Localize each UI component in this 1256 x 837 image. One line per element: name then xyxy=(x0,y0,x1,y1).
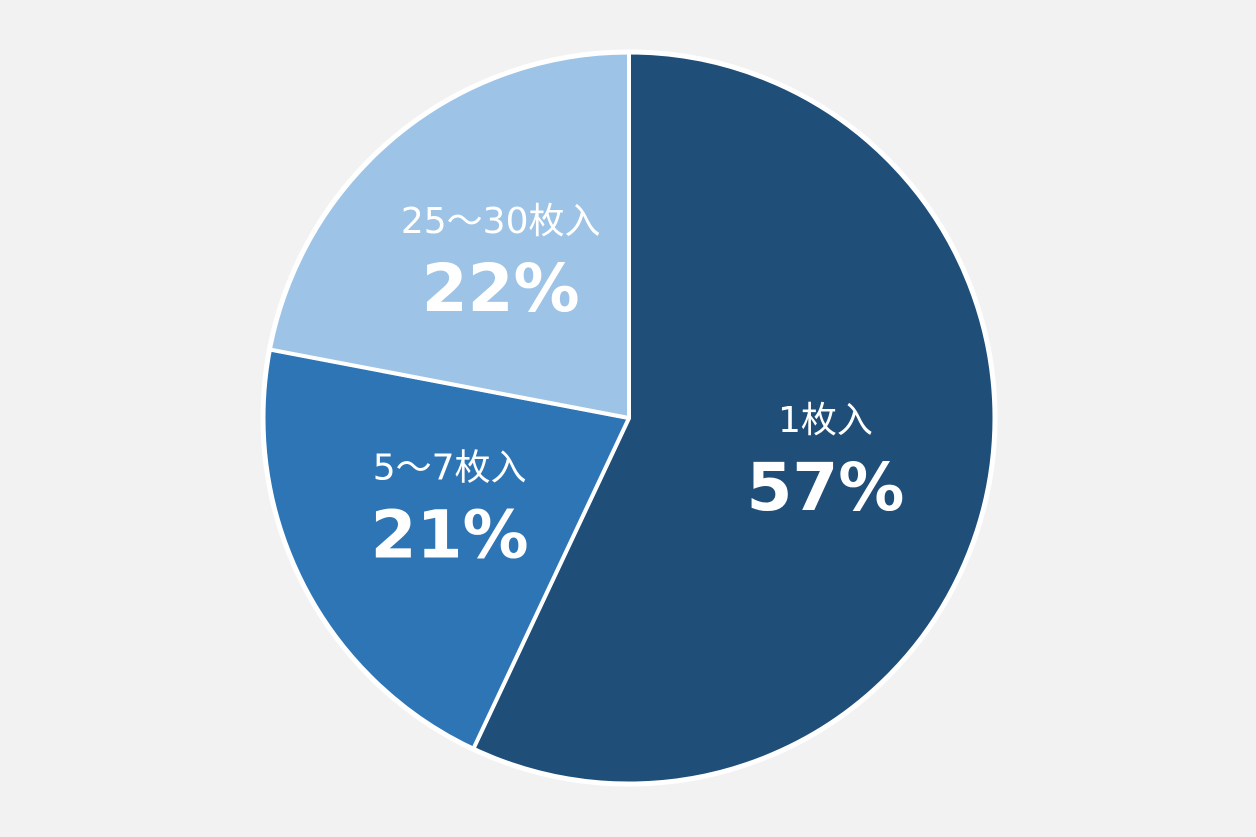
labels: 1枚入 57% 5〜7枚入 21% 25〜30枚入 22% xyxy=(371,201,905,574)
category-label: 1枚入 xyxy=(778,400,873,441)
pie xyxy=(260,49,998,787)
value-label: 21% xyxy=(371,496,529,573)
category-label: 5〜7枚入 xyxy=(373,447,527,488)
value-label: 57% xyxy=(746,449,904,526)
value-label: 22% xyxy=(422,250,580,327)
pie-outline xyxy=(260,49,998,787)
category-label: 25〜30枚入 xyxy=(401,201,601,242)
